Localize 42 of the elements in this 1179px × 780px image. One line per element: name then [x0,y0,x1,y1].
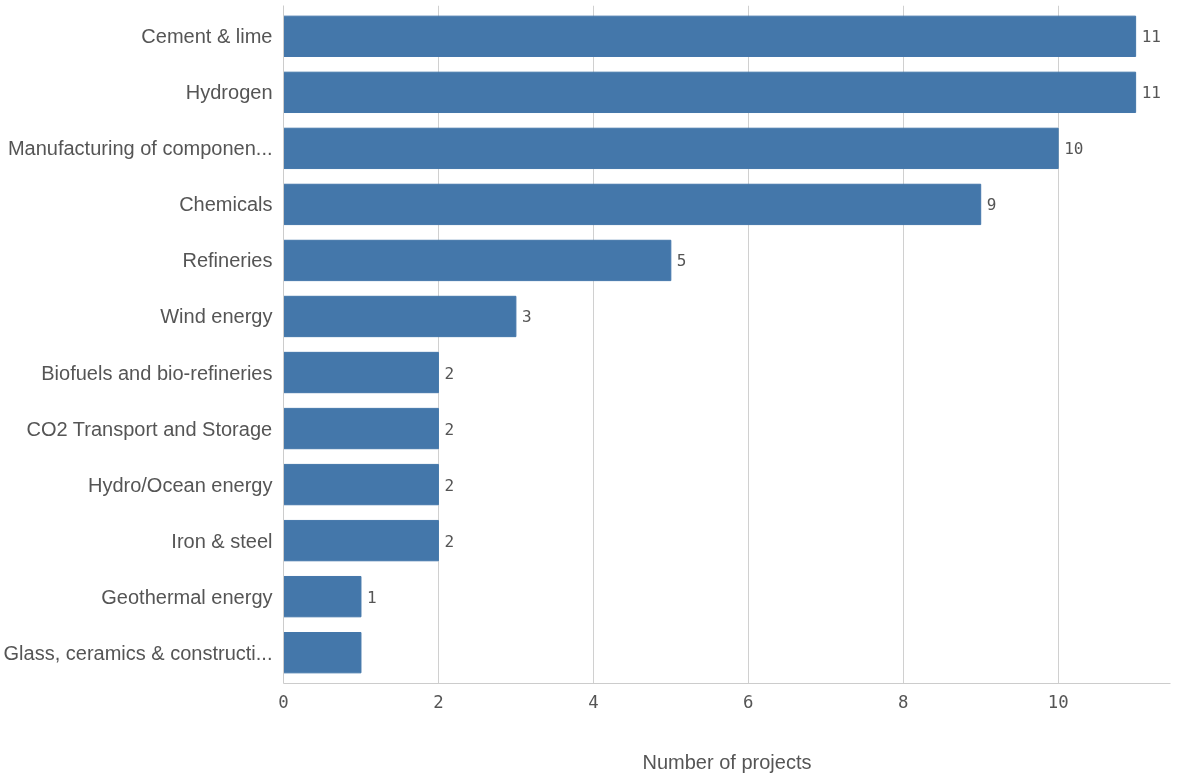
y-tick-label: Manufacturing of componen... [7,137,273,160]
x-tick-label: 4 [588,691,599,712]
y-tick-label: Hydrogen [185,81,273,104]
bar [283,463,439,506]
x-tick-label: 6 [743,691,754,712]
data-label: 10 [1064,139,1084,159]
y-tick-label: Cement & lime [141,25,273,48]
bar [283,351,439,394]
bar [283,15,1137,57]
x-tick-label: 2 [433,691,444,712]
data-label: 11 [1141,27,1161,47]
data-label: 2 [444,363,455,383]
y-tick-label: Biofuels and bio-refineries [41,361,273,384]
data-label: 11 [1141,83,1161,103]
y-tick-label: Hydro/Ocean energy [87,473,273,496]
bar [283,519,439,562]
x-tick-label: 8 [898,691,909,712]
x-tick-label: 10 [1047,691,1069,712]
y-tick-label: CO2 Transport and Storage [26,417,273,440]
data-label: 9 [986,195,997,215]
y-tick-label: Geothermal energy [101,585,273,608]
x-axis-title: Number of projects [642,750,812,773]
bar [283,71,1137,114]
bar [283,183,982,226]
data-label: 5 [676,251,687,271]
data-label: 3 [521,307,532,327]
bar [283,295,517,338]
bar [283,127,1059,170]
data-label: 1 [366,587,377,607]
y-tick-label: Chemicals [179,193,273,216]
data-label: 2 [444,531,455,551]
data-label: 2 [444,475,455,495]
bar [283,575,362,618]
data-label: 2 [444,419,455,439]
bar [283,632,362,674]
y-tick-label: Glass, ceramics & constructi... [3,641,273,664]
x-tick-label: 0 [278,691,289,712]
bar [283,239,672,282]
bar [283,407,439,450]
y-tick-label: Refineries [182,249,273,272]
y-tick-label: Iron & steel [171,529,273,552]
y-tick-label: Wind energy [160,305,273,328]
